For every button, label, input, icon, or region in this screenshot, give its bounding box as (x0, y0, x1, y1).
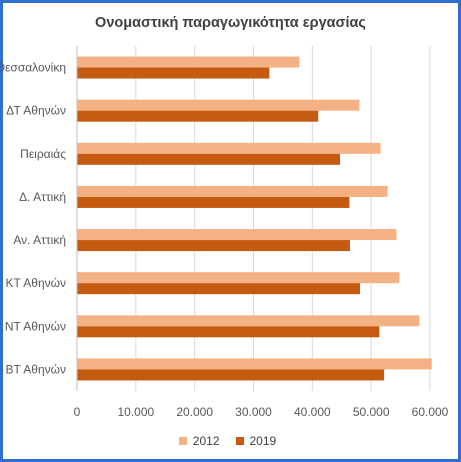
y-category-label: Πειραιάς (20, 147, 66, 161)
y-category-label: Δ. Αττική (19, 190, 66, 204)
x-tick-label: 60.000 (412, 405, 449, 419)
bar-2019 (77, 110, 319, 122)
bar-2019 (77, 283, 360, 295)
y-category-label: ΒΤ Αθηνών (5, 362, 66, 376)
legend-label-2019: 2019 (249, 434, 277, 448)
legend-item-2019: 2019 (235, 434, 277, 448)
bar-2019 (77, 67, 270, 79)
x-tick-label: 20.000 (176, 405, 213, 419)
bar-2019 (77, 326, 380, 338)
chart-title: Ονομαστική παραγωγικότητα εργασίας (95, 15, 366, 31)
bar-2019 (77, 196, 350, 208)
y-category-label: ΝΤ Αθηνών (5, 319, 66, 333)
legend-label-2012: 2012 (192, 434, 220, 448)
bar-2012 (77, 229, 397, 241)
bar-2012 (77, 142, 381, 154)
bar-2012 (77, 272, 400, 284)
legend-swatch-2012 (178, 437, 187, 445)
x-tick-label: 0 (74, 405, 81, 419)
x-tick-label: 10.000 (117, 405, 154, 419)
bar-2019 (77, 369, 385, 381)
bar-2012 (77, 358, 432, 370)
legend-swatch-2019 (235, 437, 244, 445)
x-tick-label: 30.000 (235, 405, 272, 419)
y-category-label: Αν. Αττική (13, 233, 66, 247)
bar-2019 (77, 240, 350, 252)
bar-2012 (77, 315, 420, 327)
bar-2019 (77, 153, 340, 165)
y-category-label: ΚΤ Αθηνών (5, 276, 66, 290)
x-tick-label: 50.000 (353, 405, 390, 419)
bar-2012 (77, 99, 360, 111)
bar-2012 (77, 56, 300, 68)
bar-2012 (77, 185, 388, 197)
y-category-label: ΔΤ Αθηνών (6, 104, 66, 118)
legend-item-2012: 2012 (178, 434, 220, 448)
y-category-label: Θεσσαλονίκη (0, 61, 66, 75)
x-tick-label: 40.000 (294, 405, 331, 419)
chart-legend: 2012 2019 (0, 434, 455, 448)
